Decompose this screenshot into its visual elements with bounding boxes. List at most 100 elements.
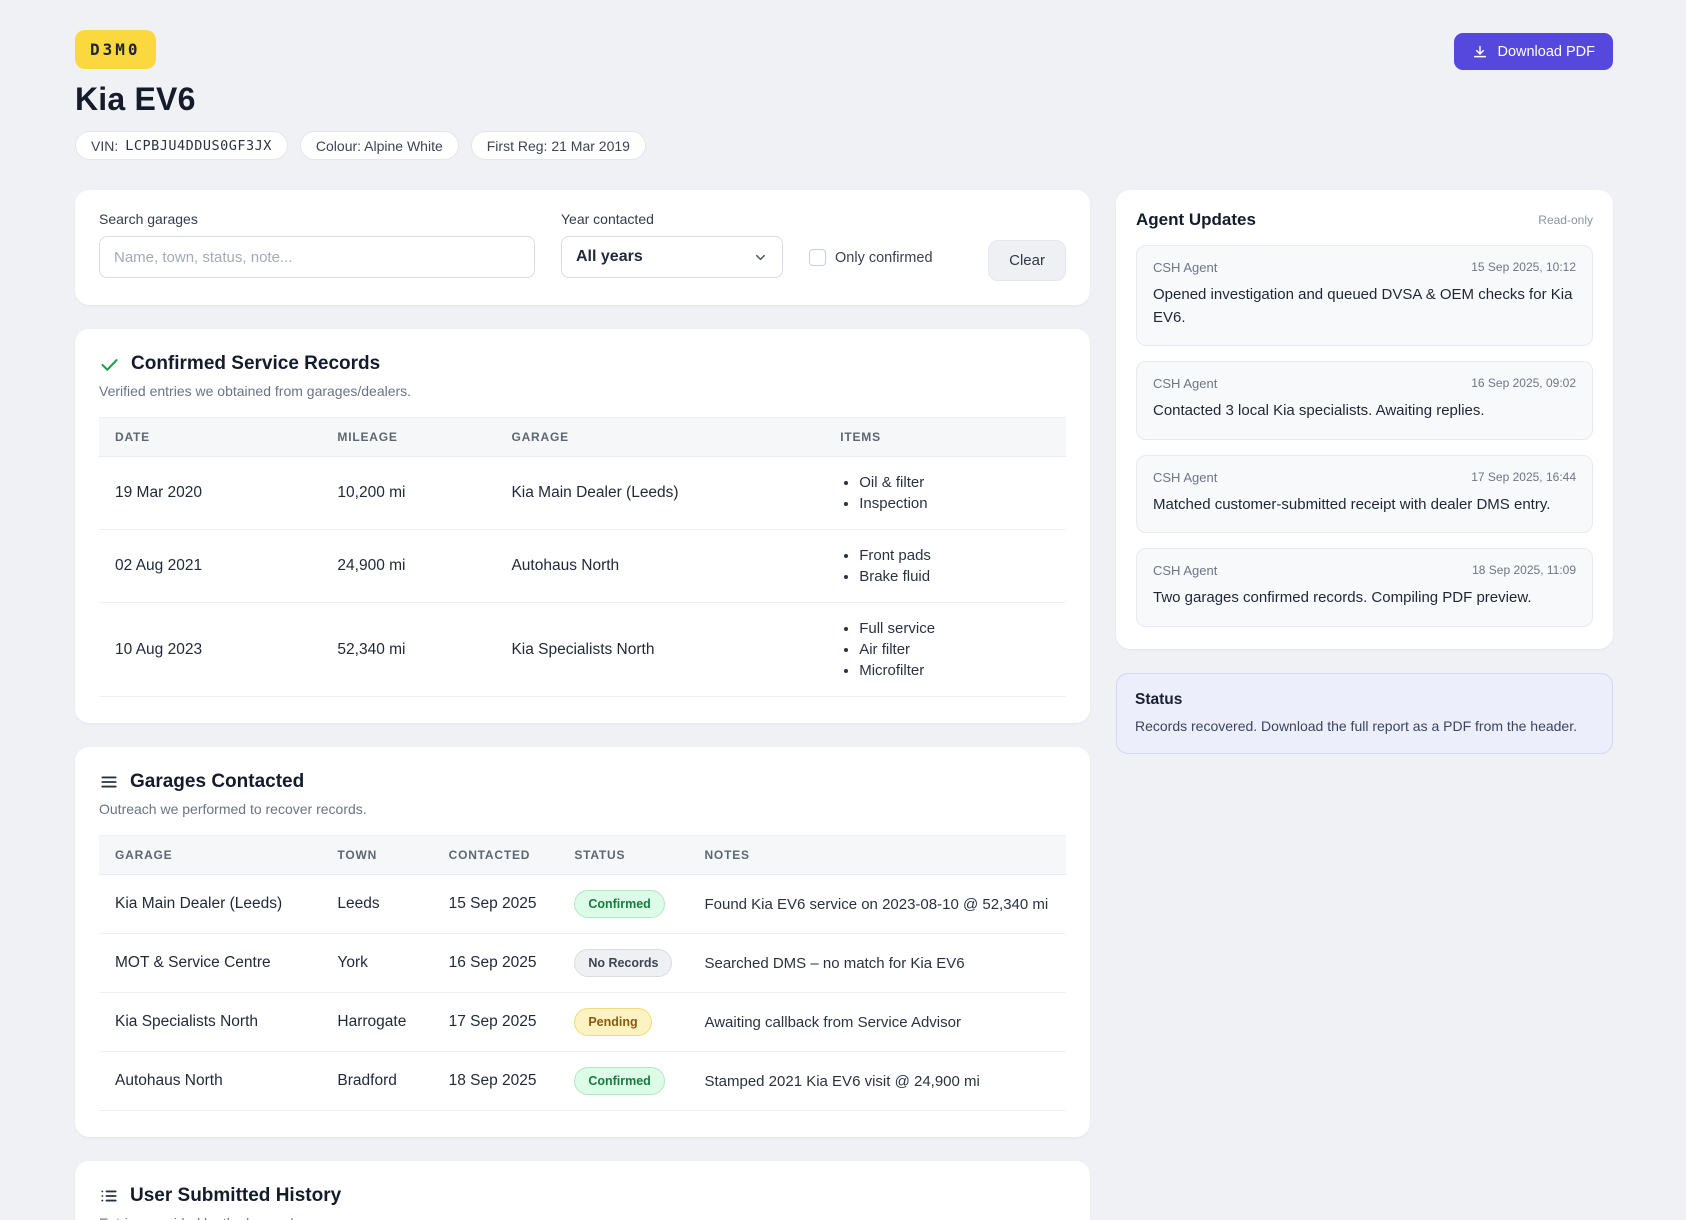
- garage-contacted-date: 15 Sep 2025: [432, 874, 559, 934]
- column-header-town: Town: [321, 835, 433, 875]
- clear-filters-button[interactable]: Clear: [988, 240, 1066, 281]
- agent-update-item: CSH Agent 16 Sep 2025, 09:02 Contacted 3…: [1136, 361, 1593, 440]
- vehicle-chips: VIN: LCPBJU4DDUS0GF3JX Colour: Alpine Wh…: [75, 131, 646, 160]
- confirmed-records-title: Confirmed Service Records: [131, 353, 381, 374]
- garages-contacted-card: Garages Contacted Outreach we performed …: [75, 747, 1090, 1137]
- check-icon: [99, 354, 120, 375]
- agent-update-item: CSH Agent 15 Sep 2025, 10:12 Opened inve…: [1136, 245, 1593, 346]
- garage-town: York: [321, 933, 433, 993]
- record-mileage: 52,340 mi: [321, 602, 496, 697]
- record-item: Oil & filter: [859, 472, 1050, 493]
- table-row: Autohaus North Bradford 18 Sep 2025 Conf…: [99, 1051, 1066, 1111]
- status-badge: Confirmed: [574, 890, 665, 918]
- vin-label: VIN:: [91, 137, 119, 154]
- header-left: D3M0 Kia EV6 VIN: LCPBJU4DDUS0GF3JX Colo…: [75, 30, 646, 160]
- download-pdf-label: Download PDF: [1497, 43, 1595, 60]
- record-garage: Autohaus North: [495, 529, 825, 603]
- confirmed-records-subtitle: Verified entries we obtained from garage…: [99, 383, 412, 399]
- column-header-status: Status: [558, 835, 689, 875]
- garage-name: Kia Main Dealer (Leeds): [99, 874, 322, 934]
- column-header-contacted: Contacted: [432, 835, 559, 875]
- garages-contacted-subtitle: Outreach we performed to recover records…: [99, 801, 367, 817]
- status-badge: No Records: [574, 949, 673, 977]
- update-text: Opened investigation and queued DVSA & O…: [1153, 286, 1573, 326]
- update-timestamp: 17 Sep 2025, 16:44: [1471, 469, 1576, 484]
- demo-badge: D3M0: [75, 30, 156, 69]
- record-items: Front pads Brake fluid: [840, 545, 1050, 587]
- table-row: 19 Mar 2020 10,200 mi Kia Main Dealer (L…: [99, 456, 1066, 530]
- table-row: Kia Specialists North Harrogate 17 Sep 2…: [99, 992, 1066, 1052]
- vin-chip: VIN: LCPBJU4DDUS0GF3JX: [75, 131, 288, 160]
- year-select[interactable]: All years: [561, 236, 783, 278]
- status-card: Status Records recovered. Download the f…: [1116, 672, 1613, 754]
- agent-updates-card: Agent Updates Read-only CSH Agent 15 Sep…: [1116, 190, 1613, 649]
- record-date: 10 Aug 2023: [99, 602, 322, 697]
- page: D3M0 Kia EV6 VIN: LCPBJU4DDUS0GF3JX Colo…: [75, 0, 1613, 1220]
- record-item: Front pads: [859, 545, 1050, 566]
- update-timestamp: 18 Sep 2025, 11:09: [1472, 563, 1576, 577]
- year-contacted-label: Year contacted: [561, 211, 654, 227]
- main-column: Search garages Year contacted All years …: [75, 190, 1090, 1220]
- agent-name: CSH Agent: [1153, 260, 1218, 275]
- garages-contacted-table: Garage Town Contacted Status Notes Kia M…: [99, 835, 1066, 1111]
- garage-contacted-date: 16 Sep 2025: [432, 933, 559, 993]
- only-confirmed-label: Only confirmed: [835, 249, 933, 266]
- vin-value: LCPBJU4DDUS0GF3JX: [125, 137, 272, 154]
- garage-town: Harrogate: [321, 992, 433, 1052]
- update-text: Matched customer-submitted receipt with …: [1153, 495, 1551, 513]
- column-header-garage: Garage: [495, 417, 825, 457]
- user-history-title: User Submitted History: [130, 1185, 342, 1206]
- column-header-mileage: Mileage: [321, 417, 496, 457]
- record-item: Brake fluid: [859, 566, 1050, 587]
- search-field-group: Search garages: [99, 211, 535, 278]
- record-garage: Kia Specialists North: [495, 602, 825, 697]
- status-badge: Pending: [574, 1008, 652, 1036]
- only-confirmed-checkbox[interactable]: [809, 249, 826, 266]
- agent-updates-title: Agent Updates: [1136, 210, 1256, 229]
- confirmed-records-table: Date Mileage Garage Items 19 Mar 2020 10…: [99, 417, 1066, 697]
- agent-name: CSH Agent: [1153, 469, 1218, 485]
- record-items: Full service Air filter Microfilter: [840, 618, 1050, 681]
- garage-town: Bradford: [321, 1051, 433, 1111]
- column-header-notes: Notes: [688, 835, 1066, 875]
- status-badge: Confirmed: [574, 1067, 665, 1095]
- only-confirmed-checkbox-group: Only confirmed: [809, 249, 933, 266]
- column-header-garage: Garage: [99, 835, 322, 875]
- chevron-down-icon: [753, 250, 768, 265]
- record-item: Air filter: [859, 639, 1050, 660]
- year-field-group: Year contacted All years: [561, 211, 783, 278]
- agent-update-item: CSH Agent 18 Sep 2025, 11:09 Two garages…: [1136, 548, 1593, 627]
- first-reg-chip: First Reg: 21 Mar 2019: [470, 131, 646, 160]
- garages-contacted-title: Garages Contacted: [130, 771, 305, 792]
- record-mileage: 24,900 mi: [321, 529, 496, 603]
- column-header-date: Date: [99, 417, 322, 457]
- download-pdf-button[interactable]: Download PDF: [1454, 33, 1613, 70]
- search-input[interactable]: [99, 236, 535, 278]
- confirmed-records-card: Confirmed Service Records Verified entri…: [75, 329, 1090, 723]
- garage-contacted-date: 18 Sep 2025: [432, 1051, 559, 1111]
- list-icon: [99, 1186, 119, 1206]
- sidebar: Agent Updates Read-only CSH Agent 15 Sep…: [1116, 190, 1613, 754]
- table-row: Kia Main Dealer (Leeds) Leeds 15 Sep 202…: [99, 874, 1066, 934]
- status-title: Status: [1135, 690, 1183, 708]
- garage-town: Leeds: [321, 874, 433, 934]
- column-header-items: Items: [824, 417, 1066, 457]
- header: D3M0 Kia EV6 VIN: LCPBJU4DDUS0GF3JX Colo…: [75, 30, 1613, 160]
- table-row: 02 Aug 2021 24,900 mi Autohaus North Fro…: [99, 529, 1066, 603]
- update-timestamp: 15 Sep 2025, 10:12: [1471, 260, 1576, 274]
- record-mileage: 10,200 mi: [321, 456, 496, 530]
- record-garage: Kia Main Dealer (Leeds): [495, 456, 825, 530]
- agent-update-item: CSH Agent 17 Sep 2025, 16:44 Matched cus…: [1136, 454, 1593, 533]
- update-text: Contacted 3 local Kia specialists. Await…: [1153, 402, 1485, 419]
- table-row: MOT & Service Centre York 16 Sep 2025 No…: [99, 933, 1066, 993]
- filter-card: Search garages Year contacted All years …: [75, 190, 1090, 305]
- record-items: Oil & filter Inspection: [840, 472, 1050, 514]
- garage-notes: Searched DMS – no match for Kia EV6: [688, 933, 1066, 993]
- record-item: Inspection: [859, 493, 1050, 514]
- page-title: Kia EV6: [75, 81, 196, 117]
- colour-chip: Colour: Alpine White: [299, 131, 459, 160]
- garage-notes: Stamped 2021 Kia EV6 visit @ 24,900 mi: [688, 1051, 1066, 1111]
- year-select-value: All years: [576, 248, 643, 265]
- status-text: Records recovered. Download the full rep…: [1135, 717, 1577, 734]
- update-timestamp: 16 Sep 2025, 09:02: [1471, 376, 1576, 390]
